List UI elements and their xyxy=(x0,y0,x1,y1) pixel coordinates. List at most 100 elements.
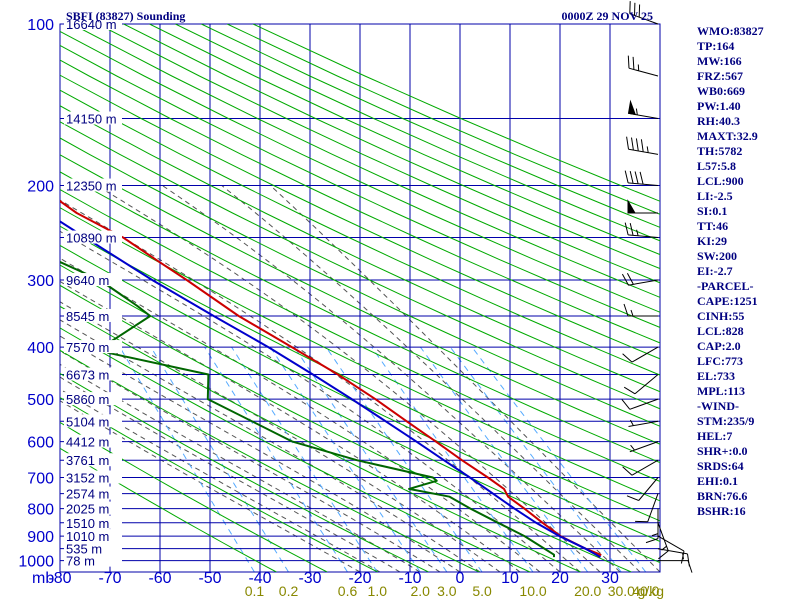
wind-barb xyxy=(629,441,659,453)
height-label: 3761 m xyxy=(66,453,109,468)
moist-adiabat xyxy=(60,400,361,572)
height-label: 16640 m xyxy=(66,17,117,32)
index-item: HEL:7 xyxy=(697,429,733,443)
wind-barb xyxy=(622,346,659,363)
observation-time: 0000Z 29 NOV 25 xyxy=(562,9,653,23)
index-item: LCL:828 xyxy=(697,324,744,338)
height-label: 12350 m xyxy=(66,179,117,194)
index-item: LCL:900 xyxy=(697,174,744,188)
pressure-tick-label: 800 xyxy=(27,502,54,519)
temperature-tick-label: -30 xyxy=(298,570,321,587)
index-item: BRN:76.6 xyxy=(697,489,748,503)
wind-barb-shaft xyxy=(626,136,659,155)
height-label-bg xyxy=(64,308,122,322)
dry-adiabat xyxy=(60,447,277,572)
wind-barb xyxy=(621,273,659,286)
height-labels: 16640 m 14150 m 12350 m 10890 m 9640 m 8545 m… xyxy=(64,17,122,569)
mixing-ratio-line xyxy=(269,346,421,572)
wind-barbs xyxy=(621,1,693,573)
dry-adiabat xyxy=(60,89,660,376)
dry-adiabat xyxy=(123,24,660,270)
dry-adiabat xyxy=(60,188,660,483)
height-label-bg xyxy=(64,273,122,287)
temperature-tick-label: -10 xyxy=(398,570,421,587)
temperature-tick-label: 30 xyxy=(601,570,619,587)
height-label-bg xyxy=(64,367,122,381)
wind-barb xyxy=(624,170,659,186)
wind-barb-shaft xyxy=(624,170,659,186)
index-item: LFC:773 xyxy=(697,354,743,368)
dry-adiabat xyxy=(60,284,632,572)
dry-adiabat xyxy=(60,105,660,393)
wind-barb-shaft xyxy=(621,398,659,410)
index-item: SHR+:0.0 xyxy=(697,444,748,458)
moist-adiabat xyxy=(162,185,621,572)
dry-adiabat xyxy=(60,264,660,564)
pressure-unit-label: mb xyxy=(32,570,54,587)
moist-adiabat xyxy=(60,388,381,572)
height-label-bg xyxy=(64,414,122,428)
dry-adiabat xyxy=(60,137,660,427)
wind-barb xyxy=(627,199,658,214)
wind-barb-shaft xyxy=(626,477,659,501)
wind-barb xyxy=(629,1,659,25)
mixing-ratio-lines xyxy=(119,346,647,572)
height-label: 2574 m xyxy=(66,487,109,502)
dry-adiabat xyxy=(97,24,660,284)
height-label: 10890 m xyxy=(66,231,117,246)
wind-barb xyxy=(628,419,659,427)
height-label-bg xyxy=(64,553,122,567)
wind-barb xyxy=(621,398,659,410)
height-label-bg xyxy=(64,434,122,448)
dry-adiabat xyxy=(60,207,660,502)
mixing-ratio-line xyxy=(119,346,255,572)
wind-barb xyxy=(627,99,659,119)
mixing-ratio-line xyxy=(231,346,378,572)
chart-title: SBFI (83827) Sounding xyxy=(66,9,185,23)
height-label: 78 m xyxy=(66,554,95,569)
moist-adiabat xyxy=(60,363,421,572)
index-item: CAPE:1251 xyxy=(697,294,758,308)
height-label: 6673 m xyxy=(66,368,109,383)
dry-adiabat xyxy=(60,121,660,410)
moist-adiabat xyxy=(60,257,541,572)
height-label-bg xyxy=(64,529,122,543)
dry-adiabat xyxy=(60,59,660,344)
temperature-tick-label: 20 xyxy=(551,570,569,587)
wind-barb-shaft xyxy=(629,1,659,25)
height-label: 5104 m xyxy=(66,414,109,429)
wind-barb xyxy=(635,493,659,523)
dry-adiabat xyxy=(60,349,480,572)
pressure-tick-label: 200 xyxy=(27,179,54,196)
dry-adiabat xyxy=(60,30,660,313)
index-item: TT:46 xyxy=(697,219,729,233)
temperature-tick-label: -50 xyxy=(198,570,221,587)
index-item: LI:-2.5 xyxy=(697,189,733,203)
height-label: 3152 m xyxy=(66,471,109,486)
temperature-tick-label: -70 xyxy=(98,570,121,587)
mixing-ratio-line xyxy=(150,346,289,572)
temperature-tick-label: -20 xyxy=(348,570,371,587)
wind-barb-shaft xyxy=(624,222,659,238)
pressure-tick-label: 300 xyxy=(27,273,54,290)
mixing-ratio-label: 0.6 xyxy=(338,583,358,599)
pressure-tick-label: 600 xyxy=(27,435,54,452)
index-item: STM:235/9 xyxy=(697,414,755,428)
height-label-bg xyxy=(64,392,122,406)
dry-adiabat xyxy=(60,225,660,522)
mixing-ratio-label: 10.0 xyxy=(519,583,546,599)
wind-barb xyxy=(658,560,693,573)
moist-adiabat xyxy=(60,350,441,572)
index-item: RH:40.3 xyxy=(697,114,740,128)
dry-adiabat xyxy=(149,24,660,256)
mixing-ratio-line xyxy=(293,346,448,572)
index-item: BSHR:16 xyxy=(697,504,746,518)
pressure-tick-label: 900 xyxy=(27,529,54,546)
mixing-ratio-label: 0.1 xyxy=(245,583,265,599)
dry-adiabat xyxy=(71,24,660,298)
wind-barb-shaft xyxy=(623,374,659,395)
mixing-ratio-label: 5.0 xyxy=(472,583,492,599)
dewpoint-profile xyxy=(60,260,555,558)
wind-barb-shaft xyxy=(622,459,659,476)
dry-adiabat xyxy=(60,305,581,572)
